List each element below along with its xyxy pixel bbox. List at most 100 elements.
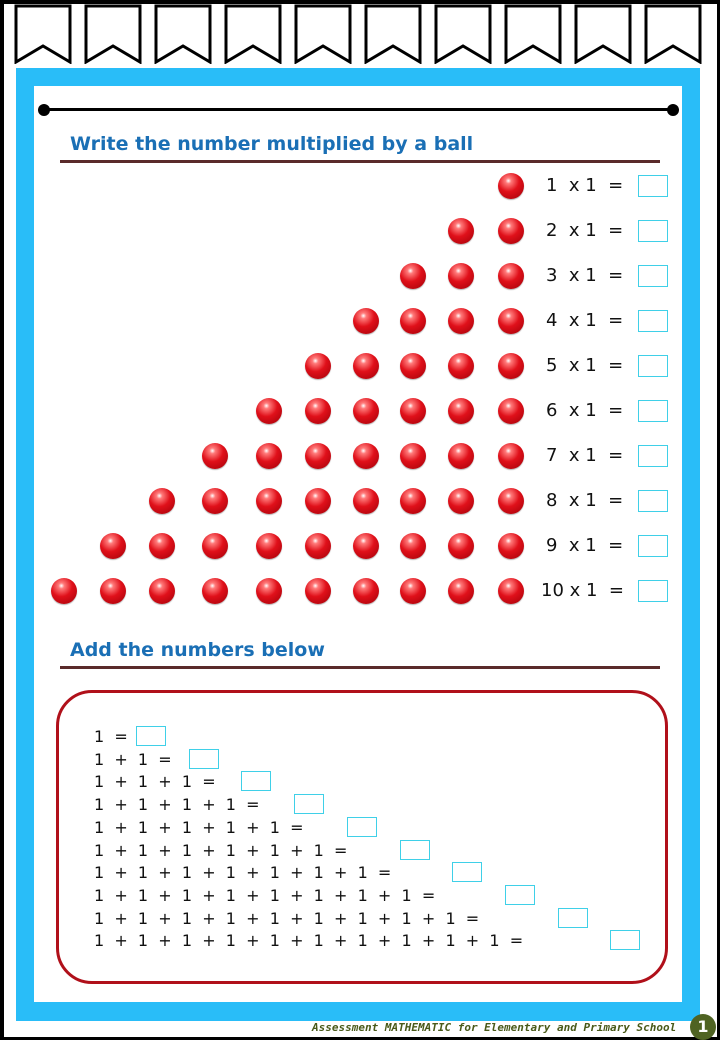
bunting-flag — [154, 4, 212, 65]
ball-icon — [353, 353, 379, 379]
answer-box[interactable] — [638, 175, 668, 197]
equation-label: 10 x 1 = — [541, 580, 624, 601]
ball-icon — [498, 218, 524, 244]
ball-icon — [498, 443, 524, 469]
answer-box[interactable] — [136, 726, 166, 746]
bunting-flag — [504, 4, 562, 65]
ball-icon — [498, 578, 524, 604]
ball-icon — [400, 398, 426, 424]
ball-icon — [448, 578, 474, 604]
ball-icon — [305, 353, 331, 379]
answer-box[interactable] — [638, 355, 668, 377]
answer-box[interactable] — [638, 445, 668, 467]
ball-icon — [202, 443, 228, 469]
answer-box[interactable] — [241, 771, 272, 792]
ball-icon — [100, 533, 126, 559]
ball-icon — [448, 443, 474, 469]
answer-box[interactable] — [638, 535, 668, 557]
ball-icon — [498, 488, 524, 514]
answer-box[interactable] — [638, 400, 668, 422]
addition-equation: 1 + 1 + 1 + 1 + 1 = — [94, 817, 304, 837]
ball-icon — [305, 398, 331, 424]
answer-box[interactable] — [638, 220, 668, 242]
ball-icon — [256, 578, 282, 604]
ball-icon — [498, 398, 524, 424]
bottom-border — [0, 1037, 720, 1040]
ball-icon — [305, 488, 331, 514]
answer-box[interactable] — [557, 907, 588, 928]
title-underline — [60, 666, 660, 669]
ball-icon — [498, 353, 524, 379]
ball-icon — [51, 578, 77, 604]
addition-equation: 1 + 1 + 1 + 1 + 1 + 1 + 1 + 1 + 1 + 1 = — [94, 931, 524, 951]
addition-equation: 1 = — [94, 727, 128, 746]
ball-icon — [256, 398, 282, 424]
ball-icon — [149, 488, 175, 514]
equation-label: 6 x 1 = — [546, 400, 624, 421]
equation-label: 2 x 1 = — [546, 220, 624, 241]
answer-box[interactable] — [638, 265, 668, 287]
ball-icon — [353, 488, 379, 514]
ball-icon — [353, 398, 379, 424]
top-border — [0, 0, 720, 4]
ball-icon — [448, 488, 474, 514]
ball-icon — [149, 533, 175, 559]
ball-icon — [353, 443, 379, 469]
ball-icon — [305, 578, 331, 604]
ball-icon — [305, 533, 331, 559]
header-rule — [44, 108, 674, 111]
ball-icon — [400, 578, 426, 604]
ball-icon — [400, 263, 426, 289]
addition-equation: 1 + 1 + 1 + 1 + 1 + 1 + 1 + 1 = — [94, 885, 436, 905]
ball-icon — [400, 353, 426, 379]
ball-icon — [149, 578, 175, 604]
addition-equation: 1 + 1 = — [94, 749, 172, 769]
answer-box[interactable] — [399, 839, 430, 860]
page-number: 1 — [690, 1014, 716, 1040]
ball-icon — [256, 488, 282, 514]
bunting-flag — [294, 4, 352, 65]
ball-icon — [353, 533, 379, 559]
ball-icon — [256, 533, 282, 559]
ball-icon — [202, 488, 228, 514]
ball-icon — [353, 308, 379, 334]
ball-icon — [448, 398, 474, 424]
equation-label: 4 x 1 = — [546, 310, 624, 331]
bunting-flag — [364, 4, 422, 65]
ball-icon — [202, 533, 228, 559]
bunting-flag — [14, 4, 72, 65]
answer-box[interactable] — [638, 310, 668, 332]
answer-box[interactable] — [610, 930, 641, 951]
answer-box[interactable] — [504, 884, 535, 905]
addition-equation: 1 + 1 + 1 + 1 + 1 + 1 + 1 = — [94, 863, 392, 883]
ball-icon — [448, 533, 474, 559]
ball-icon — [305, 443, 331, 469]
equation-label: 7 x 1 = — [546, 445, 624, 466]
ball-icon — [448, 263, 474, 289]
answer-box[interactable] — [188, 748, 219, 769]
right-border — [717, 0, 720, 1040]
rule-dot — [667, 104, 679, 116]
rule-dot — [38, 104, 50, 116]
answer-box[interactable] — [638, 580, 668, 602]
addition-panel — [56, 690, 668, 984]
equation-label: 3 x 1 = — [546, 265, 624, 286]
answer-box[interactable] — [294, 794, 325, 815]
equation-label: 8 x 1 = — [546, 490, 624, 511]
footer-text: Assessment MATHEMATIC for Elementary and… — [312, 1021, 677, 1034]
left-border — [0, 0, 4, 1040]
ball-icon — [498, 173, 524, 199]
addition-equation: 1 + 1 + 1 = — [94, 772, 216, 792]
addition-equation: 1 + 1 + 1 + 1 = — [94, 795, 260, 815]
ball-icon — [498, 308, 524, 334]
answer-box[interactable] — [346, 816, 377, 837]
ball-icon — [400, 308, 426, 334]
section-title: Add the numbers below — [70, 639, 325, 661]
addition-equation: 1 + 1 + 1 + 1 + 1 + 1 = — [94, 840, 348, 860]
answer-box[interactable] — [638, 490, 668, 512]
ball-icon — [202, 578, 228, 604]
ball-icon — [498, 263, 524, 289]
ball-icon — [448, 218, 474, 244]
answer-box[interactable] — [452, 862, 483, 883]
ball-icon — [400, 533, 426, 559]
